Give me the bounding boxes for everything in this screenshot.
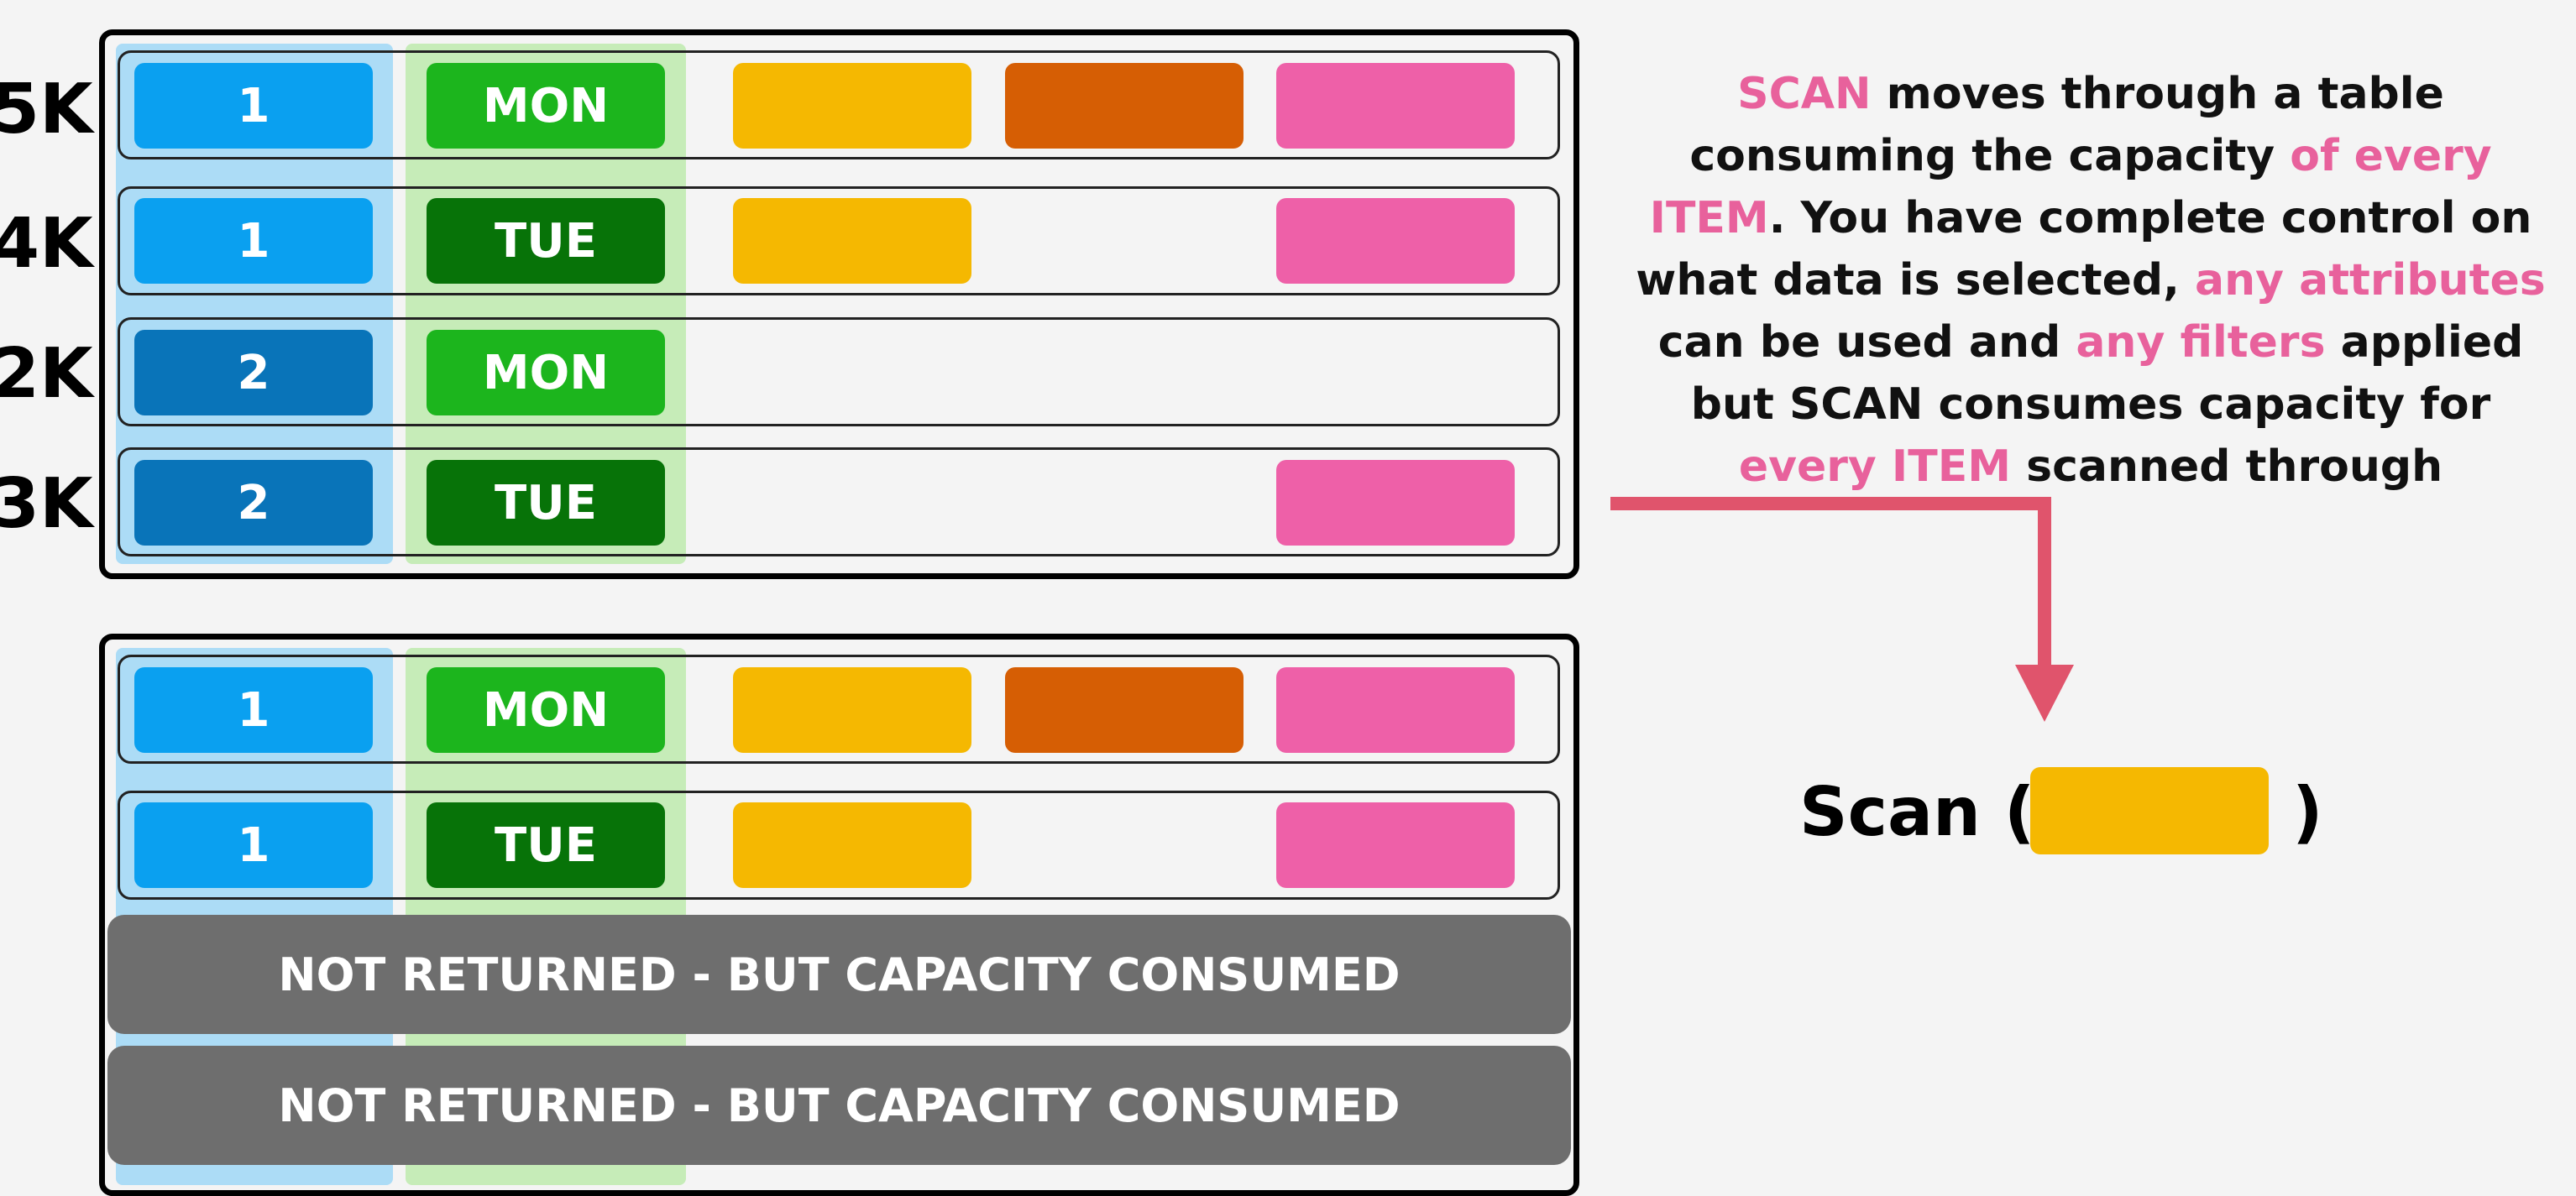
partition-key-cell: 2 [134, 330, 373, 415]
partition-key-cell: 2 [134, 460, 373, 546]
attribute-cell [1276, 460, 1515, 546]
table-row [118, 317, 1560, 426]
attribute-cell [733, 802, 971, 888]
partition-key-cell: 1 [134, 667, 373, 753]
attribute-cell [733, 198, 971, 284]
description-text: can be used and [1657, 317, 2076, 368]
item-size-label: 4K [0, 204, 93, 284]
description-text: moves through a table consuming the capa… [1689, 69, 2444, 181]
full-table [99, 29, 1579, 579]
description-text: scanned through [2011, 441, 2443, 492]
sort-key-cell: TUE [427, 802, 665, 888]
item-size-label: 3K [0, 464, 93, 544]
highlight-any-attributes: any attributes [2195, 255, 2546, 306]
scan-arrow-icon [1610, 497, 2074, 722]
attribute-cell [733, 63, 971, 149]
table-row [118, 186, 1560, 295]
sort-key-cell: MON [427, 63, 665, 149]
partition-key-cell: 1 [134, 802, 373, 888]
table-row [118, 50, 1560, 159]
table-row [118, 447, 1560, 556]
description-text: applied but SCAN consumes capacity for [1690, 317, 2524, 430]
highlight-every-item: of every ITEM [1649, 131, 2492, 243]
sort-key-cell: MON [427, 330, 665, 415]
attribute-cell [1276, 198, 1515, 284]
not-returned-banner: NOT RETURNED - BUT CAPACITY CONSUMED [107, 1046, 1571, 1165]
description-text: . You have complete control on what data… [1636, 193, 2532, 306]
table-row [118, 655, 1560, 764]
not-returned-banner: NOT RETURNED - BUT CAPACITY CONSUMED [107, 915, 1571, 1034]
highlight-every-item: every ITEM [1738, 441, 2012, 492]
partition-key-cell: 1 [134, 63, 373, 149]
scan-description: SCAN moves through a table consuming the… [1620, 63, 2561, 498]
attribute-cell [1276, 63, 1515, 149]
table-row [118, 791, 1560, 900]
attribute-cell [1276, 802, 1515, 888]
attribute-cell [1005, 63, 1243, 149]
highlight-any-filters: any filters [2076, 317, 2326, 368]
sort-key-cell: TUE [427, 198, 665, 284]
attribute-cell [1276, 667, 1515, 753]
scan-attribute-box [2030, 767, 2269, 854]
sort-key-cell: MON [427, 667, 665, 753]
sort-key-cell: TUE [427, 460, 665, 546]
scan-open-label: Scan ( [1799, 773, 2035, 851]
scan-close-label: ) [2292, 773, 2323, 851]
item-size-label: 5K [0, 70, 93, 149]
item-size-label: 2K [0, 334, 93, 414]
keyword-scan: SCAN [1737, 69, 1872, 119]
attribute-cell [1005, 667, 1243, 753]
attribute-cell [733, 667, 971, 753]
partition-key-cell: 1 [134, 198, 373, 284]
